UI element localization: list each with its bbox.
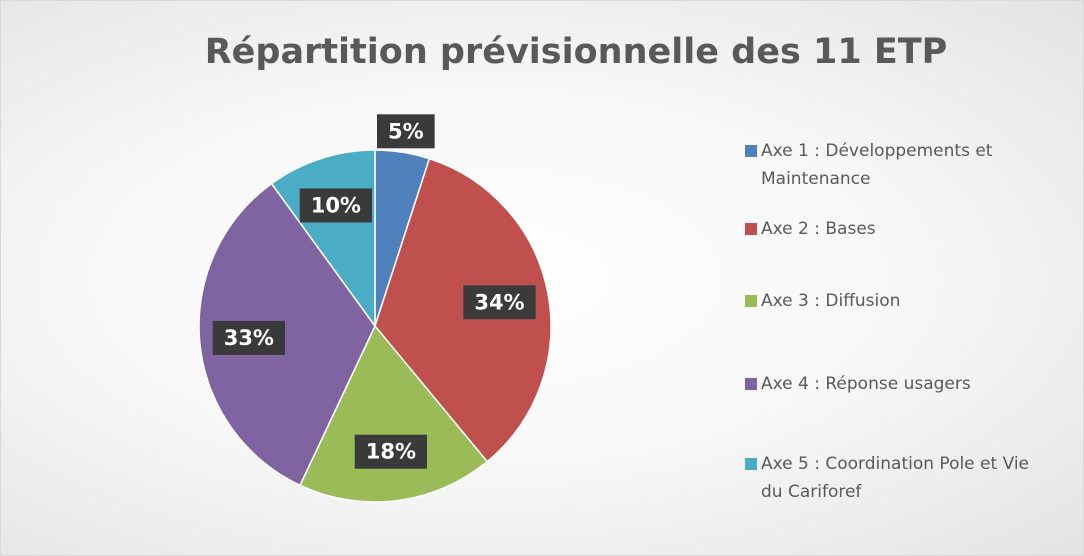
legend-item: Axe 2 : Bases (745, 215, 1045, 243)
data-label-box (354, 434, 428, 469)
legend-label: Axe 4 : Réponse usagers (761, 374, 971, 394)
legend-label: Axe 5 : Coordination Pole et Vie du Cari… (761, 454, 1030, 502)
data-label-text: 33% (224, 326, 274, 350)
legend-label: Axe 1 : Développements et Maintenance (761, 141, 993, 189)
legend-item: Axe 4 : Réponse usagers (745, 370, 1045, 398)
data-label-box (377, 114, 435, 149)
legend-swatch (745, 145, 757, 157)
legend-item: Axe 1 : Développements et Maintenance (745, 137, 1045, 193)
legend-swatch (745, 378, 757, 390)
data-label: 33% (212, 320, 285, 355)
data-label-text: 10% (311, 193, 361, 217)
data-label-box (212, 320, 285, 355)
data-label: 18% (354, 434, 428, 469)
data-label: 10% (299, 188, 372, 223)
chart-title: Répartition prévisionnelle des 11 ETP (205, 32, 948, 72)
data-label: 34% (463, 285, 536, 320)
data-label-text: 34% (474, 290, 524, 314)
data-label: 5% (377, 114, 435, 149)
pie-slice (198, 182, 376, 487)
data-label-text: 5% (388, 119, 424, 143)
legend-label: Axe 2 : Bases (761, 219, 876, 239)
legend-item: Axe 3 : Diffusion (745, 287, 1045, 315)
legend-swatch (745, 295, 757, 307)
legend-item: Axe 5 : Coordination Pole et Vie du Cari… (745, 450, 1045, 506)
legend-swatch (745, 223, 757, 235)
legend-swatch (745, 458, 757, 470)
data-label-box (463, 285, 536, 320)
pie-slice (374, 157, 552, 463)
data-label-box (299, 188, 372, 223)
legend-label: Axe 3 : Diffusion (761, 291, 901, 311)
data-label-text: 18% (366, 440, 416, 464)
pie-slice (299, 324, 489, 503)
